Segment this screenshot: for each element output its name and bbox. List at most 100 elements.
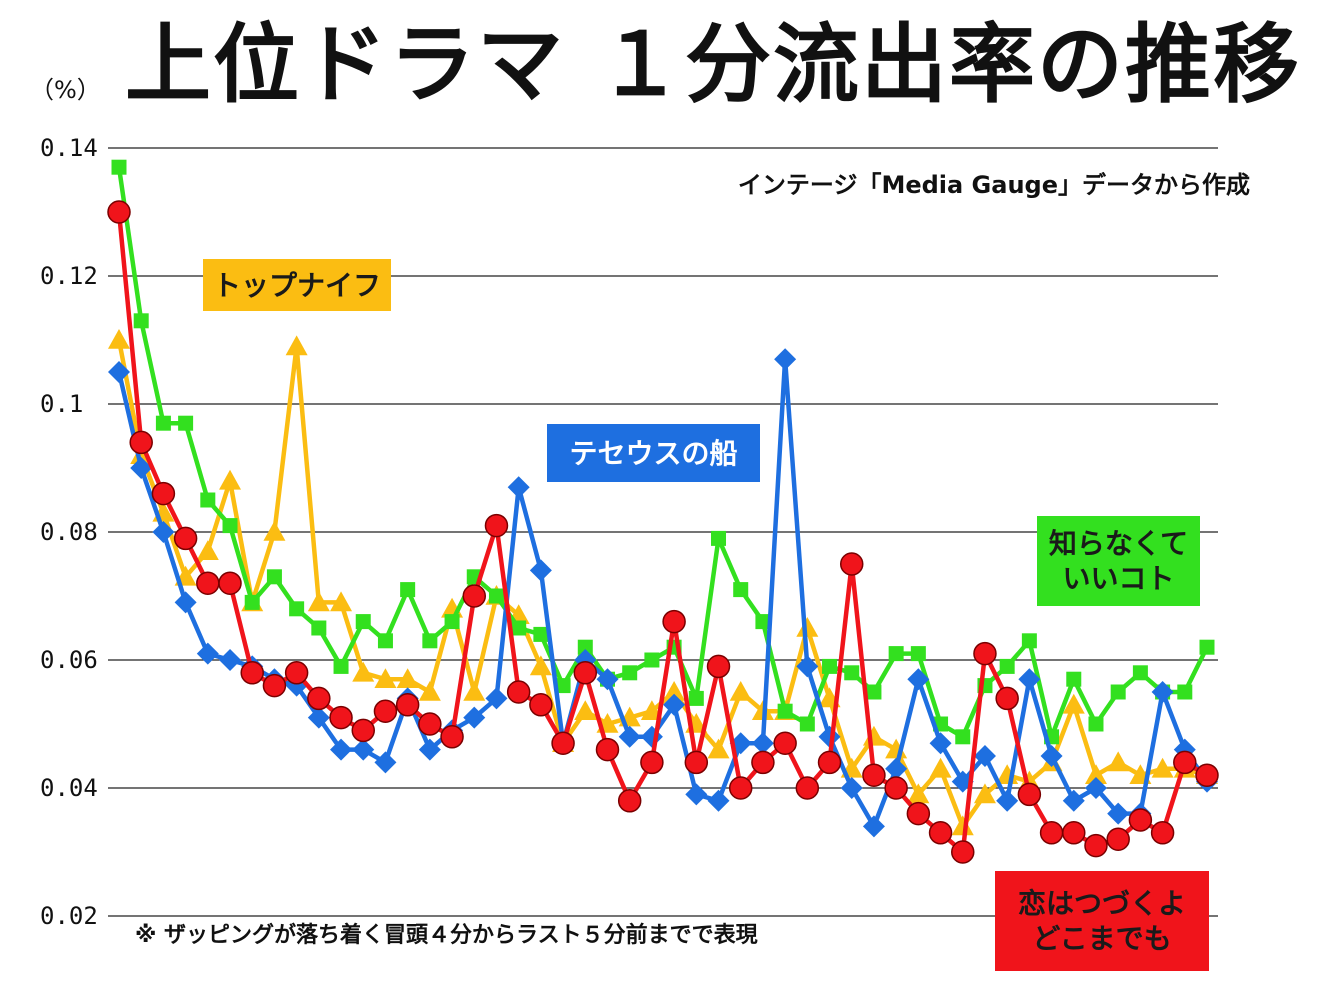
data-point bbox=[1084, 764, 1107, 784]
data-point bbox=[577, 639, 593, 655]
data-point bbox=[200, 492, 216, 508]
data-point bbox=[885, 757, 908, 780]
data-point bbox=[1107, 751, 1130, 772]
data-point bbox=[684, 750, 709, 775]
legend-text: テセウスの船 bbox=[569, 436, 738, 470]
series-1 bbox=[108, 348, 1218, 838]
data-point bbox=[1066, 671, 1082, 687]
data-point bbox=[355, 614, 371, 630]
data-point bbox=[511, 620, 527, 636]
data-point bbox=[1040, 745, 1063, 767]
data-point bbox=[929, 757, 952, 778]
legend-label-koi: 恋はつづくよ どこまでも bbox=[995, 871, 1209, 971]
footnote: ※ ザッピングが落ち着く冒頭４分からラスト５分前までで表現 bbox=[135, 923, 758, 948]
data-point bbox=[1177, 684, 1193, 700]
data-point bbox=[506, 680, 531, 704]
data-point bbox=[285, 335, 308, 356]
data-point bbox=[840, 777, 863, 799]
data-point bbox=[529, 693, 553, 717]
data-point bbox=[640, 750, 664, 775]
data-point bbox=[173, 526, 198, 551]
chart-title: 上位ドラマ １分流出率の推移 bbox=[125, 15, 1301, 115]
data-point bbox=[995, 686, 1019, 711]
data-point bbox=[844, 665, 860, 681]
data-point bbox=[884, 776, 908, 800]
data-point bbox=[663, 681, 686, 701]
series-0 bbox=[107, 200, 1219, 864]
data-point bbox=[507, 476, 530, 499]
data-point bbox=[862, 725, 885, 746]
data-point bbox=[951, 815, 974, 836]
legend-text-line-2: どこまでも bbox=[1032, 922, 1172, 955]
data-point bbox=[796, 655, 819, 678]
data-point bbox=[888, 646, 904, 662]
data-point bbox=[488, 588, 504, 604]
data-point bbox=[910, 646, 926, 662]
data-point bbox=[906, 801, 931, 826]
data-point bbox=[485, 687, 508, 710]
data-point bbox=[422, 633, 438, 649]
y-tick-label: 0.04 bbox=[40, 774, 98, 802]
data-point bbox=[862, 815, 885, 838]
data-point bbox=[1151, 681, 1174, 703]
data-point bbox=[1106, 827, 1130, 851]
data-point bbox=[219, 649, 242, 671]
data-point bbox=[1110, 684, 1126, 700]
data-point bbox=[928, 821, 953, 845]
data-point bbox=[284, 661, 309, 685]
data-point bbox=[951, 840, 975, 864]
data-point bbox=[907, 783, 930, 804]
data-point bbox=[222, 518, 238, 534]
data-point bbox=[1021, 633, 1037, 649]
data-point bbox=[395, 693, 420, 717]
data-point bbox=[108, 329, 130, 349]
data-point bbox=[795, 776, 820, 800]
data-point bbox=[551, 731, 575, 755]
data-point bbox=[728, 776, 753, 800]
y-tick-labels: 0.14 0.12 0.1 0.08 0.06 0.04 0.02 bbox=[40, 134, 98, 930]
data-point bbox=[307, 706, 330, 729]
data-point bbox=[373, 699, 398, 723]
data-point bbox=[999, 658, 1015, 674]
data-point bbox=[463, 706, 486, 729]
data-point bbox=[377, 633, 393, 649]
data-point bbox=[218, 571, 242, 595]
data-point bbox=[133, 313, 149, 329]
data-point bbox=[617, 789, 642, 813]
data-point bbox=[1017, 782, 1042, 807]
data-point bbox=[418, 712, 442, 736]
data-point bbox=[1062, 821, 1086, 845]
data-point bbox=[685, 783, 708, 806]
y-axis-unit-label: （%） bbox=[30, 76, 101, 104]
data-point bbox=[219, 469, 242, 490]
data-point bbox=[839, 552, 864, 576]
legend-text: トップナイフ bbox=[212, 268, 381, 302]
data-point bbox=[311, 620, 327, 636]
data-point bbox=[774, 348, 797, 371]
data-point bbox=[329, 705, 353, 730]
data-point bbox=[1195, 763, 1219, 787]
data-point bbox=[440, 725, 464, 749]
legend-label-shiranakute: 知らなくて いいコト bbox=[1037, 516, 1200, 606]
data-point bbox=[973, 641, 997, 666]
data-point bbox=[996, 789, 1019, 812]
legend-text-line-1: 知らなくて bbox=[1048, 527, 1189, 560]
data-point bbox=[1062, 789, 1085, 812]
data-point bbox=[174, 591, 197, 614]
data-point bbox=[418, 681, 441, 701]
data-point bbox=[1039, 821, 1064, 845]
data-point bbox=[307, 591, 330, 612]
data-point bbox=[777, 703, 793, 719]
data-point bbox=[1084, 777, 1107, 799]
data-point bbox=[533, 626, 549, 642]
data-point bbox=[1088, 716, 1104, 732]
data-point bbox=[755, 614, 771, 630]
data-point bbox=[574, 700, 597, 720]
data-point bbox=[108, 361, 130, 383]
data-point bbox=[330, 591, 353, 612]
data-point bbox=[151, 481, 176, 506]
data-point bbox=[333, 658, 349, 674]
y-tick-label: 0.12 bbox=[40, 262, 98, 290]
data-point bbox=[729, 681, 752, 701]
